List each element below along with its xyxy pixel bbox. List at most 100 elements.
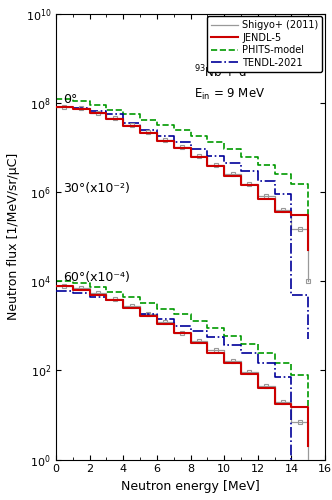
JENDL-5 [273, 210, 277, 216]
TENDL-2021 [205, 146, 209, 152]
JENDL-5 [256, 196, 260, 202]
TENDL-2021 [189, 146, 193, 152]
JENDL-5 [172, 146, 176, 152]
JENDL-5 [256, 182, 260, 188]
Legend: Shigyo+ (2011), JENDL-5, PHITS-model, TENDL-2021: Shigyo+ (2011), JENDL-5, PHITS-model, TE… [207, 16, 322, 72]
TENDL-2021 [306, 336, 310, 342]
PHITS-model [88, 98, 92, 104]
Y-axis label: Neutron flux [1/MeV/sr/μC]: Neutron flux [1/MeV/sr/μC] [7, 153, 20, 320]
TENDL-2021 [273, 178, 277, 184]
Shigyo+ (2011) [290, 206, 293, 212]
PHITS-model [88, 102, 92, 108]
TENDL-2021 [306, 292, 310, 298]
Shigyo+ (2011) [273, 206, 277, 212]
TENDL-2021 [189, 140, 193, 145]
Shigyo+ (2011) [54, 104, 58, 110]
TENDL-2021 [71, 104, 75, 110]
PHITS-model [189, 128, 193, 134]
PHITS-model [155, 122, 159, 128]
Line: JENDL-5: JENDL-5 [56, 107, 308, 250]
PHITS-model [189, 133, 193, 139]
Shigyo+ (2011) [172, 136, 176, 142]
Shigyo+ (2011) [138, 122, 142, 128]
JENDL-5 [172, 138, 176, 144]
Shigyo+ (2011) [222, 162, 226, 168]
Shigyo+ (2011) [205, 162, 209, 168]
Shigyo+ (2011) [71, 104, 75, 110]
JENDL-5 [54, 104, 58, 110]
Shigyo+ (2011) [239, 181, 243, 187]
Text: $^{93}$Nb + d: $^{93}$Nb + d [194, 64, 247, 80]
TENDL-2021 [239, 160, 243, 166]
TENDL-2021 [273, 191, 277, 197]
JENDL-5 [138, 130, 142, 136]
JENDL-5 [222, 173, 226, 179]
PHITS-model [172, 122, 176, 128]
Shigyo+ (2011) [71, 106, 75, 112]
Shigyo+ (2011) [138, 129, 142, 135]
Line: TENDL-2021: TENDL-2021 [56, 107, 308, 339]
TENDL-2021 [256, 178, 260, 184]
JENDL-5 [290, 212, 293, 218]
JENDL-5 [306, 247, 310, 253]
PHITS-model [256, 162, 260, 168]
PHITS-model [71, 96, 75, 102]
PHITS-model [205, 140, 209, 145]
JENDL-5 [121, 116, 125, 122]
PHITS-model [222, 140, 226, 145]
PHITS-model [306, 234, 310, 239]
Shigyo+ (2011) [88, 106, 92, 112]
Text: 30°(x10⁻²): 30°(x10⁻²) [63, 182, 130, 195]
PHITS-model [54, 96, 58, 102]
TENDL-2021 [54, 104, 58, 110]
Text: E$_{\rm in}$ = 9 MeV: E$_{\rm in}$ = 9 MeV [194, 88, 265, 102]
JENDL-5 [105, 110, 109, 116]
TENDL-2021 [88, 108, 92, 114]
PHITS-model [155, 116, 159, 122]
TENDL-2021 [239, 168, 243, 173]
TENDL-2021 [172, 133, 176, 139]
X-axis label: Neutron energy [MeV]: Neutron energy [MeV] [121, 480, 260, 493]
TENDL-2021 [222, 152, 226, 158]
Shigyo+ (2011) [256, 181, 260, 187]
PHITS-model [121, 106, 125, 112]
PHITS-model [138, 112, 142, 117]
JENDL-5 [306, 247, 310, 253]
PHITS-model [256, 154, 260, 160]
JENDL-5 [155, 130, 159, 136]
JENDL-5 [105, 116, 109, 122]
TENDL-2021 [88, 106, 92, 112]
JENDL-5 [273, 196, 277, 202]
JENDL-5 [71, 106, 75, 112]
JENDL-5 [155, 138, 159, 144]
Shigyo+ (2011) [189, 144, 193, 150]
PHITS-model [172, 128, 176, 134]
JENDL-5 [138, 123, 142, 129]
Shigyo+ (2011) [121, 122, 125, 128]
PHITS-model [273, 171, 277, 177]
Shigyo+ (2011) [290, 226, 293, 232]
Shigyo+ (2011) [155, 129, 159, 135]
JENDL-5 [306, 212, 310, 218]
TENDL-2021 [256, 168, 260, 173]
TENDL-2021 [105, 112, 109, 117]
JENDL-5 [239, 173, 243, 179]
JENDL-5 [222, 163, 226, 169]
PHITS-model [205, 133, 209, 139]
PHITS-model [138, 116, 142, 122]
Shigyo+ (2011) [306, 278, 310, 284]
Shigyo+ (2011) [105, 110, 109, 116]
Shigyo+ (2011) [105, 115, 109, 121]
Shigyo+ (2011) [189, 152, 193, 158]
Line: Shigyo+ (2011): Shigyo+ (2011) [56, 107, 308, 281]
TENDL-2021 [105, 108, 109, 114]
TENDL-2021 [290, 191, 293, 197]
TENDL-2021 [121, 112, 125, 117]
Text: 0°: 0° [63, 93, 78, 106]
PHITS-model [306, 181, 310, 187]
Line: PHITS-model: PHITS-model [56, 99, 308, 236]
PHITS-model [290, 181, 293, 187]
Shigyo+ (2011) [205, 152, 209, 158]
Shigyo+ (2011) [172, 144, 176, 150]
JENDL-5 [239, 182, 243, 188]
